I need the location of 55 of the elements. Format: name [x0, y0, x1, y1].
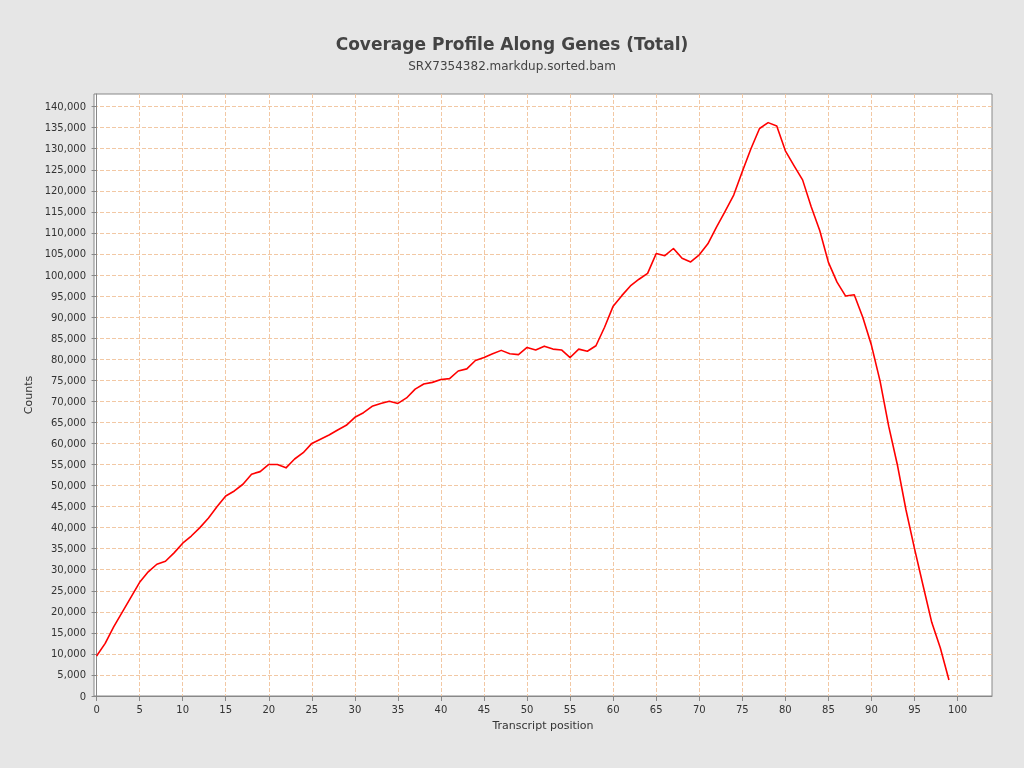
- x-tick-label: 65: [649, 703, 663, 715]
- y-tick-label: 115,000: [44, 206, 86, 218]
- x-tick-label: 100: [948, 703, 968, 715]
- x-tick-label: 60: [606, 703, 620, 715]
- x-tick-label: 20: [262, 703, 276, 715]
- y-tick-label: 75,000: [51, 374, 86, 386]
- y-tick-label: 55,000: [51, 458, 86, 470]
- y-tick-label: 120,000: [44, 185, 86, 197]
- y-tick-label: 35,000: [51, 543, 86, 555]
- y-tick-label: 130,000: [44, 143, 86, 155]
- chart-subtitle: SRX7354382.markdup.sorted.bam: [408, 59, 616, 73]
- y-tick-label: 50,000: [51, 480, 86, 492]
- y-tick-label: 25,000: [51, 585, 86, 597]
- x-tick-label: 15: [219, 703, 233, 715]
- y-axis-title: Counts: [21, 375, 35, 415]
- x-tick-label: 25: [305, 703, 319, 715]
- y-tick-label: 0: [79, 690, 86, 702]
- x-tick-label: 50: [520, 703, 534, 715]
- y-tick-label: 20,000: [51, 606, 86, 618]
- x-tick-label: 40: [434, 703, 448, 715]
- x-tick-label: 75: [735, 703, 749, 715]
- x-tick-label: 85: [822, 703, 835, 715]
- y-tick-label: 70,000: [51, 395, 86, 407]
- y-tick-label: 10,000: [51, 648, 86, 660]
- x-tick-label: 5: [136, 703, 143, 715]
- y-tick-label: 45,000: [51, 501, 86, 513]
- x-tick-label: 80: [779, 703, 792, 715]
- y-tick-label: 135,000: [44, 122, 86, 134]
- y-tick-label: 125,000: [44, 164, 86, 176]
- x-tick-label: 95: [908, 703, 921, 715]
- y-tick-label: 80,000: [51, 353, 86, 365]
- y-tick-label: 65,000: [51, 416, 86, 428]
- y-tick-label: 105,000: [44, 248, 86, 260]
- y-tick-label: 95,000: [51, 290, 86, 302]
- y-tick-label: 110,000: [44, 227, 86, 239]
- x-tick-label: 30: [348, 703, 362, 715]
- x-tick-label: 0: [93, 703, 100, 715]
- x-tick-label: 70: [692, 703, 706, 715]
- y-tick-label: 90,000: [51, 311, 86, 323]
- x-tick-label: 35: [391, 703, 405, 715]
- chart-title: Coverage Profile Along Genes (Total): [335, 33, 689, 54]
- y-tick-label: 140,000: [44, 101, 86, 113]
- y-tick-label: 30,000: [51, 564, 86, 576]
- x-tick-label: 10: [176, 703, 190, 715]
- y-tick-label: 40,000: [51, 522, 86, 534]
- x-axis-title: Transcript position: [491, 719, 594, 732]
- y-tick-label: 5,000: [57, 669, 86, 681]
- x-tick-label: 90: [865, 703, 878, 715]
- y-tick-label: 100,000: [44, 269, 86, 281]
- x-tick-label: 45: [477, 703, 491, 715]
- y-tick-label: 85,000: [51, 332, 86, 344]
- y-tick-label: 60,000: [51, 437, 86, 449]
- line-series: [95, 121, 950, 681]
- x-tick-label: 55: [563, 703, 577, 715]
- y-tick-label: 15,000: [51, 627, 86, 639]
